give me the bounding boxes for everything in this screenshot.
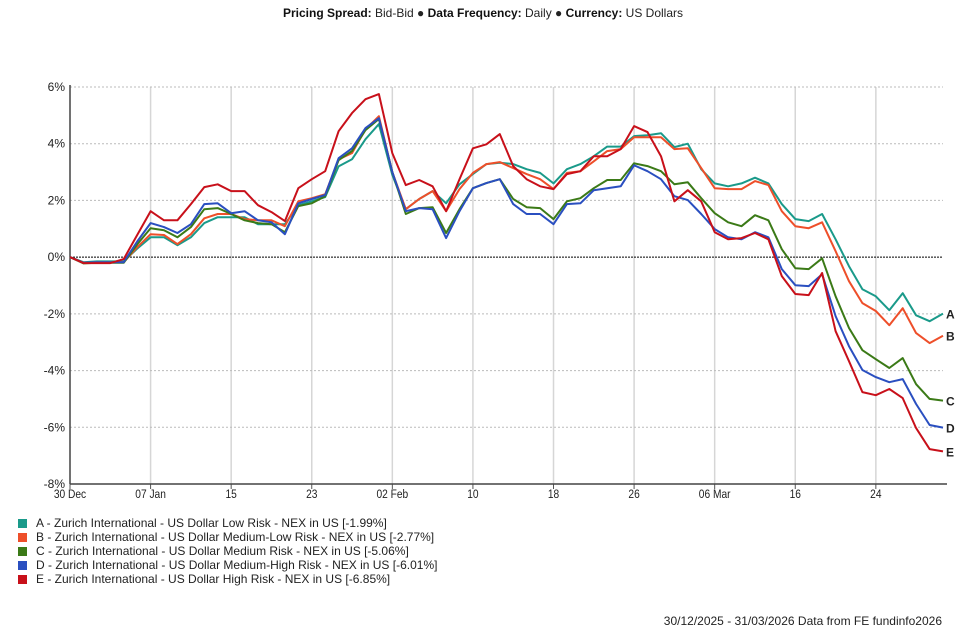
data-frequency-label: Data Frequency: — [427, 6, 522, 20]
legend-swatch — [18, 518, 27, 528]
series-line-c — [69, 118, 944, 402]
data-frequency-value: Daily — [525, 6, 552, 20]
bullet-separator: ● — [555, 6, 563, 20]
series-end-label-e: E — [946, 445, 954, 459]
x-tick-label: 06 Mar — [699, 488, 731, 501]
y-tick-label: 2% — [48, 193, 66, 207]
x-tick-label: 02 Feb — [376, 488, 408, 501]
legend-swatch — [18, 546, 27, 556]
legend-item: A - Zurich International - US Dollar Low… — [18, 516, 437, 530]
series-line-d — [69, 117, 944, 429]
y-tick-label: -6% — [44, 420, 66, 434]
legend-item: B - Zurich International - US Dollar Med… — [18, 530, 437, 544]
pricing-spread-value: Bid-Bid — [375, 6, 414, 20]
chart-legend: A - Zurich International - US Dollar Low… — [18, 516, 437, 586]
y-tick-label: 6% — [48, 80, 66, 94]
legend-label: D - Zurich International - US Dollar Med… — [36, 558, 438, 572]
legend-label: E - Zurich International - US Dollar Hig… — [36, 572, 391, 586]
x-tick-label: 30 Dec — [54, 488, 87, 501]
legend-item: D - Zurich International - US Dollar Med… — [18, 558, 437, 572]
y-tick-label: -2% — [44, 307, 66, 321]
legend-item: E - Zurich International - US Dollar Hig… — [18, 572, 437, 586]
series-line-e — [69, 93, 944, 453]
series-line-a — [69, 123, 944, 323]
pricing-spread-label: Pricing Spread: — [282, 6, 372, 20]
y-tick-label: -8% — [44, 477, 66, 491]
legend-item: C - Zurich International - US Dollar Med… — [18, 544, 437, 558]
x-tick-label: 23 — [306, 488, 317, 501]
series-end-label-d: D — [946, 422, 955, 436]
series-line-b — [69, 115, 944, 345]
series-end-label-c: C — [946, 395, 955, 409]
x-tick-label: 24 — [870, 488, 881, 501]
chart-header: Pricing Spread: Bid-Bid ● Data Frequency… — [0, 6, 966, 20]
legend-swatch — [18, 532, 27, 542]
x-tick-label: 26 — [628, 488, 639, 501]
y-tick-label: 0% — [48, 250, 66, 264]
series-end-label-b: B — [946, 330, 955, 344]
currency-label: Currency: — [565, 6, 623, 20]
legend-swatch — [18, 560, 27, 570]
legend-label: B - Zurich International - US Dollar Med… — [36, 530, 435, 544]
x-tick-label: 07 Jan — [135, 488, 166, 501]
y-tick-label: 4% — [48, 137, 66, 151]
bullet-separator: ● — [417, 6, 425, 20]
x-tick-label: 15 — [226, 488, 237, 501]
series-end-label-a: A — [946, 308, 955, 322]
y-tick-label: -4% — [44, 364, 66, 378]
currency-value: US Dollars — [625, 6, 684, 20]
legend-label: C - Zurich International - US Dollar Med… — [36, 544, 409, 558]
legend-swatch — [18, 574, 27, 584]
x-tick-label: 16 — [790, 488, 801, 501]
x-tick-label: 10 — [467, 488, 478, 501]
legend-label: A - Zurich International - US Dollar Low… — [36, 516, 387, 530]
x-tick-label: 18 — [548, 488, 559, 501]
footer-source: 30/12/2025 - 31/03/2026 Data from FE fun… — [663, 614, 942, 628]
